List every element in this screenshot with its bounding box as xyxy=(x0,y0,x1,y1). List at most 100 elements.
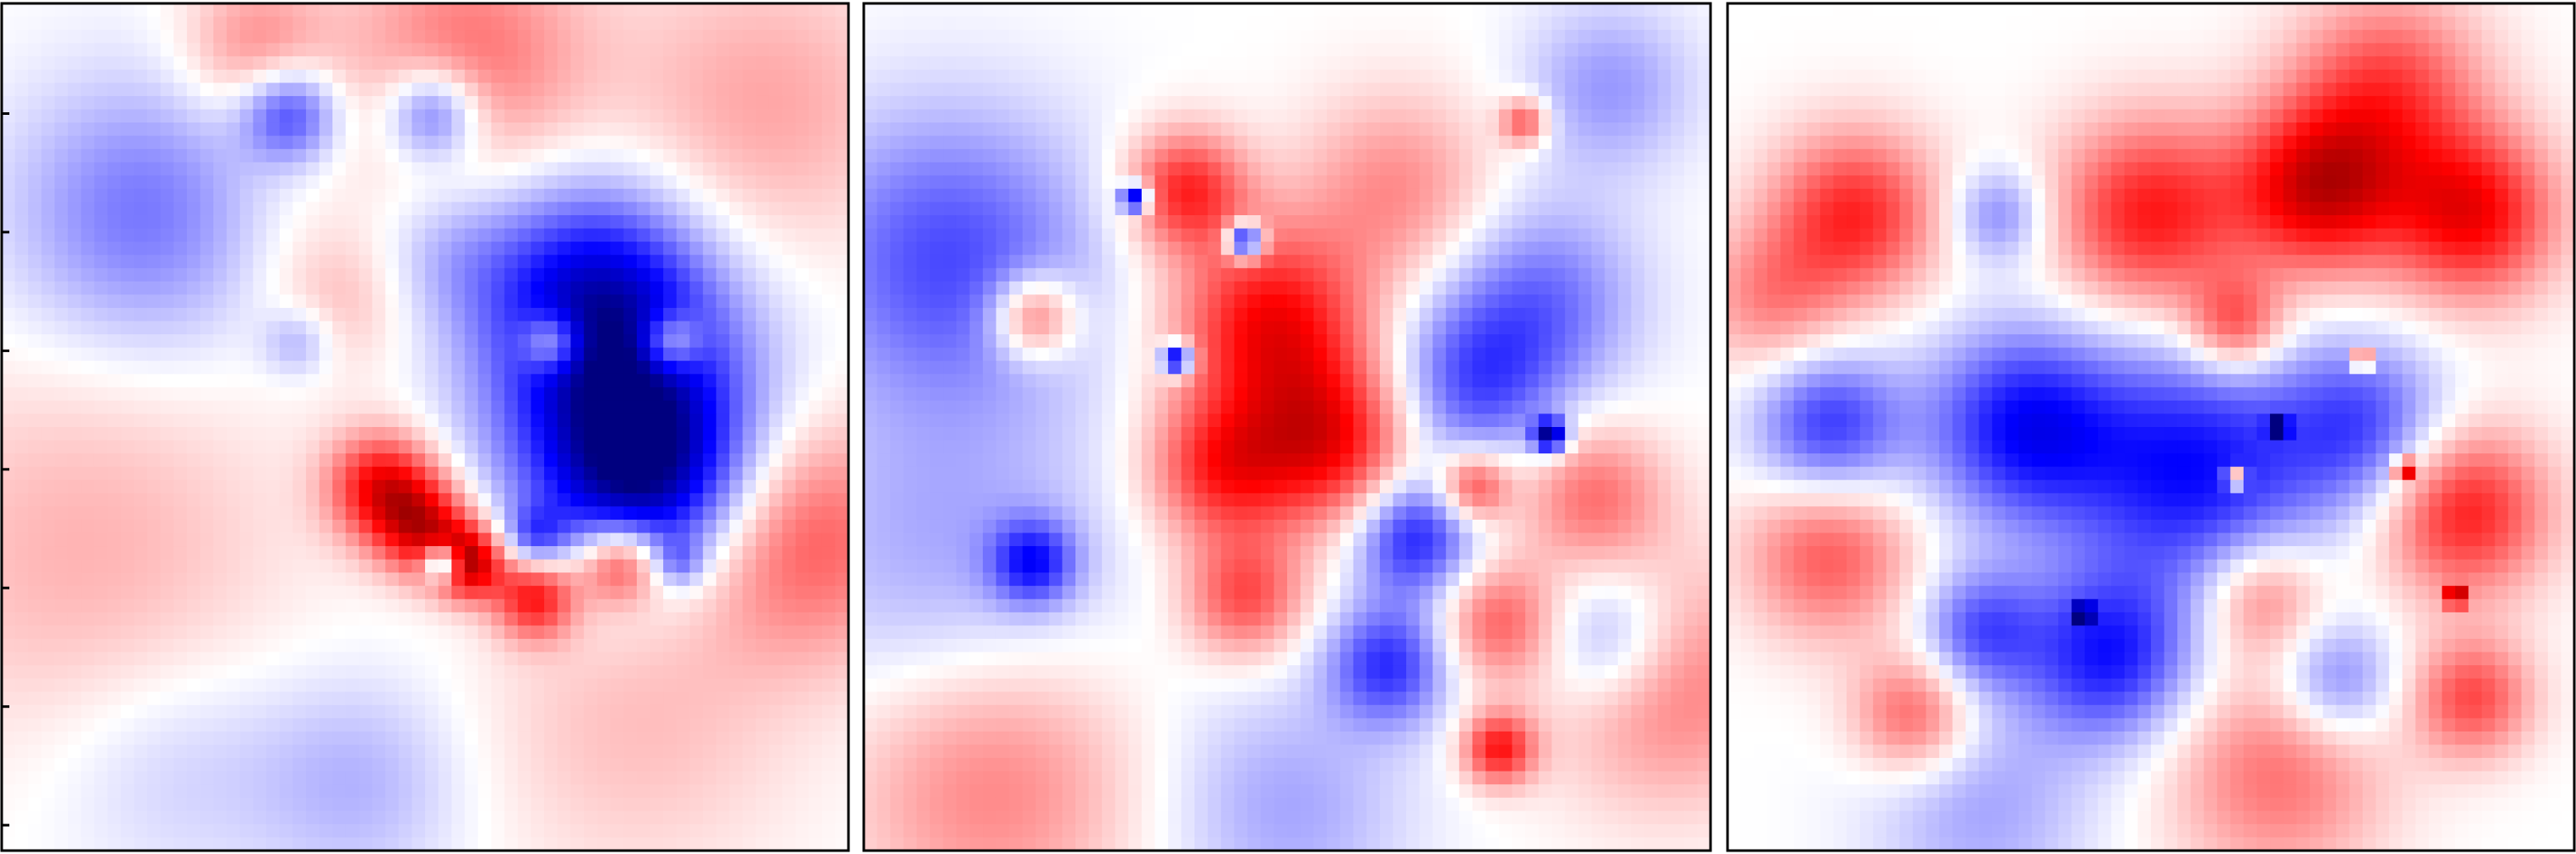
heatmap-cell xyxy=(425,122,440,137)
heatmap-cell xyxy=(213,254,228,269)
heatmap-cell xyxy=(54,572,69,587)
heatmap-cell xyxy=(266,599,281,613)
heatmap-cell xyxy=(292,639,307,653)
heatmap-cell xyxy=(173,704,188,719)
heatmap-cell xyxy=(385,16,400,31)
heatmap-cell xyxy=(14,281,29,295)
heatmap-cell xyxy=(835,492,848,507)
heatmap-cell xyxy=(1683,122,1699,137)
heatmap-cell xyxy=(491,506,505,521)
heatmap-cell xyxy=(676,413,690,428)
heatmap-cell xyxy=(41,69,55,83)
heatmap-cell xyxy=(173,559,188,573)
heatmap-cell xyxy=(504,744,519,759)
heatmap-cell xyxy=(14,704,29,719)
heatmap-cell xyxy=(597,678,611,692)
heatmap-cell xyxy=(650,823,664,839)
heatmap-cell xyxy=(890,3,905,18)
heatmap-cell xyxy=(1194,83,1209,97)
heatmap-cell xyxy=(742,215,757,230)
heatmap-cell xyxy=(425,307,440,322)
heatmap-cell xyxy=(782,440,797,454)
heatmap-cell xyxy=(332,254,347,269)
heatmap-cell xyxy=(226,585,241,600)
heatmap-cell xyxy=(676,704,690,719)
heatmap-cell xyxy=(67,519,82,534)
heatmap-cell xyxy=(544,202,559,216)
heatmap-cell xyxy=(81,599,95,613)
heatmap-cell xyxy=(702,56,717,71)
heatmap-cell xyxy=(213,492,228,507)
heatmap-cell xyxy=(1366,56,1381,71)
heatmap-cell xyxy=(531,797,545,811)
heatmap-cell xyxy=(173,95,188,111)
heatmap-cell xyxy=(240,162,254,176)
heatmap-cell xyxy=(491,361,505,375)
heatmap-cell xyxy=(464,321,479,335)
heatmap-cell xyxy=(557,307,571,322)
heatmap-cell xyxy=(1538,149,1552,163)
heatmap-cell xyxy=(451,704,466,719)
heatmap-cell xyxy=(1379,56,1394,71)
heatmap-cell xyxy=(1683,83,1699,97)
heatmap-cell xyxy=(28,704,43,719)
heatmap-cell xyxy=(663,797,678,811)
heatmap-cell xyxy=(226,307,241,322)
heatmap-cell xyxy=(570,784,585,799)
heatmap-cell xyxy=(252,242,267,256)
heatmap-cell xyxy=(1194,135,1209,150)
heatmap-cell xyxy=(478,639,492,653)
heatmap-cell xyxy=(398,599,413,613)
heatmap-cell xyxy=(557,188,571,203)
heatmap-cell xyxy=(782,254,797,269)
heatmap-cell xyxy=(160,202,174,216)
heatmap-cell xyxy=(279,572,293,587)
heatmap-cell xyxy=(133,678,148,692)
heatmap-cell xyxy=(425,83,440,97)
heatmap-cell xyxy=(570,625,585,640)
heatmap-cell xyxy=(769,599,783,613)
heatmap-cell xyxy=(1379,109,1394,123)
heatmap-cell xyxy=(689,43,704,57)
heatmap-cell xyxy=(1260,69,1275,83)
heatmap-cell xyxy=(821,373,837,388)
heatmap-cell xyxy=(411,321,426,335)
heatmap-cell xyxy=(663,254,678,269)
heatmap-cell xyxy=(1300,3,1314,18)
heatmap-cell xyxy=(597,758,611,772)
heatmap-cell xyxy=(491,228,505,242)
heatmap-cell xyxy=(782,175,797,190)
heatmap-cell xyxy=(1022,149,1036,163)
heatmap-cell xyxy=(597,784,611,799)
heatmap-cell xyxy=(504,837,519,851)
heatmap-cell xyxy=(1287,109,1302,123)
heatmap-cell xyxy=(1379,175,1394,190)
heatmap-cell xyxy=(240,321,254,335)
heatmap-cell xyxy=(252,559,267,573)
heatmap-cell xyxy=(929,122,944,137)
heatmap-cell xyxy=(650,135,664,150)
heatmap-cell xyxy=(14,771,29,785)
heatmap-cell xyxy=(81,559,95,573)
heatmap-cell xyxy=(610,797,625,811)
heatmap-cell xyxy=(1578,175,1592,190)
heatmap-cell xyxy=(1485,122,1500,137)
heatmap-cell xyxy=(795,718,809,732)
heatmap-cell xyxy=(411,294,426,309)
heatmap-cell xyxy=(795,30,809,44)
heatmap-cell xyxy=(1274,95,1288,111)
heatmap-cell xyxy=(531,718,545,732)
heatmap-cell xyxy=(54,387,69,401)
heatmap-cell xyxy=(478,466,492,481)
heatmap-cell xyxy=(1009,162,1024,176)
heatmap-cell xyxy=(583,254,598,269)
heatmap-cell xyxy=(173,281,188,295)
heatmap-cell xyxy=(305,492,321,507)
heatmap-cell xyxy=(398,321,413,335)
heatmap-cell xyxy=(41,188,55,203)
heatmap-cell xyxy=(702,400,717,415)
heatmap-cell xyxy=(610,202,625,216)
heatmap-cell xyxy=(821,175,837,190)
heatmap-cell xyxy=(345,625,360,640)
heatmap-cell xyxy=(544,400,559,415)
